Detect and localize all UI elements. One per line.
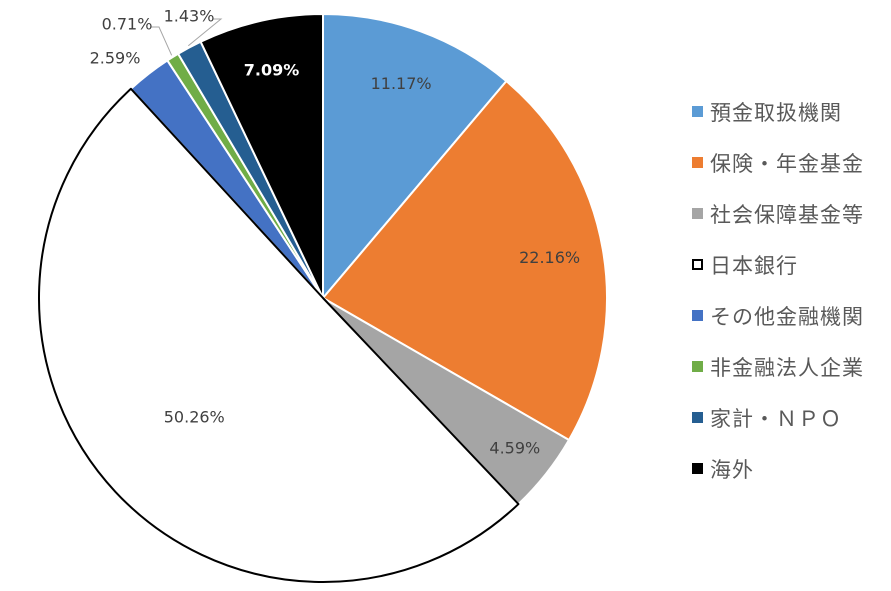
legend-label: 日本銀行 bbox=[710, 253, 798, 278]
pie-slice bbox=[199, 13, 324, 299]
legend-item: その他金融機関 bbox=[692, 290, 864, 341]
legend: 預金取扱機関 保険・年金基金 社会保障基金等 日本銀行その他金融機関 非金融法人企業 家計… bbox=[692, 86, 864, 494]
pie-slices bbox=[38, 13, 608, 583]
legend-label: 家計・ＮＰＯ bbox=[710, 406, 842, 431]
pie-slice bbox=[38, 87, 520, 583]
data-label: 22.16% bbox=[519, 248, 580, 267]
legend-item: 日本銀行 bbox=[692, 239, 864, 290]
legend-item: 保険・年金基金 bbox=[692, 137, 864, 188]
data-label: 4.59% bbox=[489, 439, 540, 458]
data-label: 1.43% bbox=[164, 7, 215, 26]
legend-swatch bbox=[692, 259, 703, 270]
data-label: 7.09% bbox=[244, 60, 300, 79]
legend-swatch bbox=[692, 157, 703, 168]
legend-label: 非金融法人企業 bbox=[710, 355, 864, 380]
data-label: 2.59% bbox=[90, 49, 141, 68]
legend-item: 非金融法人企業 bbox=[692, 341, 864, 392]
leader-lines bbox=[151, 18, 223, 56]
pie-slice bbox=[322, 80, 608, 441]
data-label: 0.71% bbox=[102, 15, 153, 34]
data-label: 50.26% bbox=[164, 408, 225, 427]
pie-slice bbox=[322, 13, 508, 299]
legend-swatch bbox=[692, 208, 703, 219]
legend-item: 預金取扱機関 bbox=[692, 86, 864, 137]
legend-label: 海外 bbox=[710, 457, 754, 482]
legend-label: 社会保障基金等 bbox=[710, 202, 864, 227]
data-labels: 11.17% 22.16% 4.59% 50.26% 2.59% 0.71% 1.43% 7.… bbox=[90, 7, 581, 458]
legend-swatch bbox=[692, 412, 703, 423]
legend-item: 社会保障基金等 bbox=[692, 188, 864, 239]
legend-swatch bbox=[692, 361, 703, 372]
legend-item: 海外 bbox=[692, 443, 864, 494]
legend-label: その他金融機関 bbox=[710, 304, 864, 329]
legend-item: 家計・ＮＰＯ bbox=[692, 392, 864, 443]
legend-label: 保険・年金基金 bbox=[710, 151, 864, 176]
legend-swatch bbox=[692, 106, 703, 117]
data-label: 11.17% bbox=[371, 74, 432, 93]
leader-line bbox=[151, 26, 173, 56]
legend-label: 預金取扱機関 bbox=[710, 100, 842, 125]
leader-line bbox=[187, 18, 223, 47]
legend-swatch bbox=[692, 463, 703, 474]
legend-swatch bbox=[692, 310, 703, 321]
